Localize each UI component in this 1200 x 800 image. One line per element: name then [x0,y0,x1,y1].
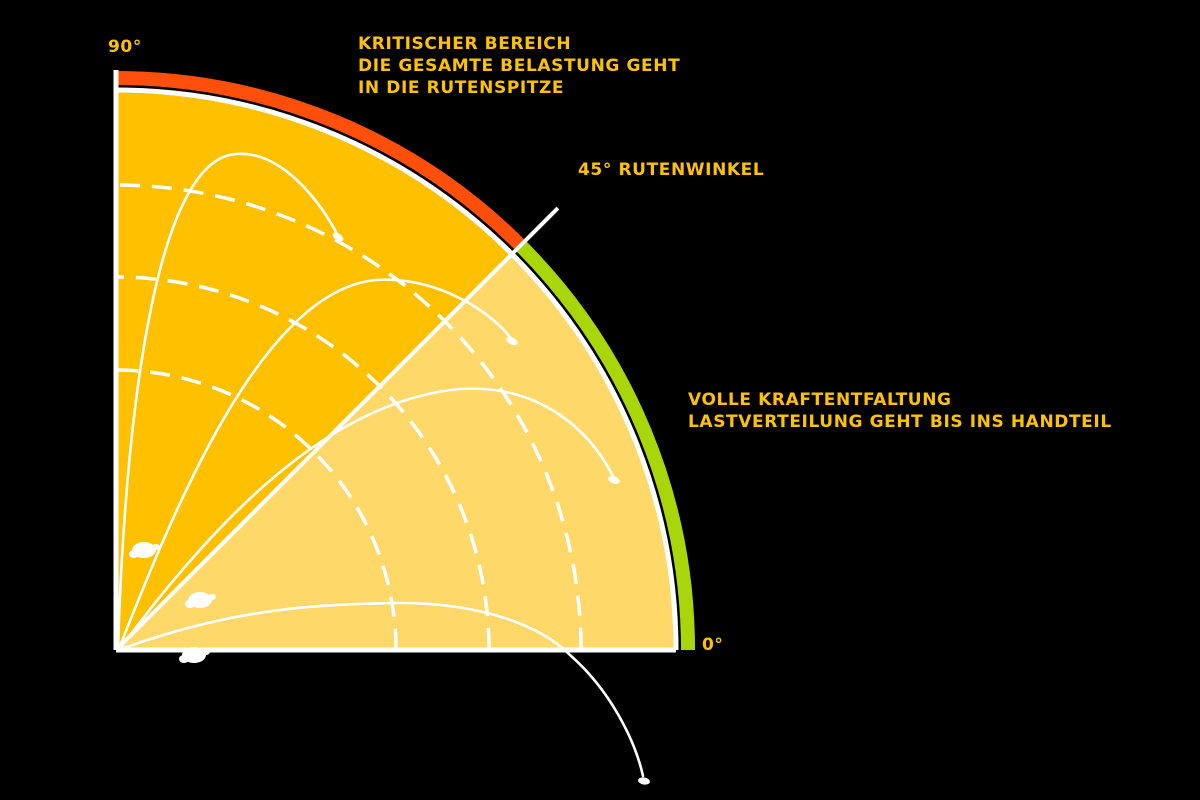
power-zone-arc [515,240,695,651]
reel-knob [208,594,216,600]
axes [113,70,676,653]
reel-icon [185,592,216,608]
angle-label-90: 90° [108,37,142,57]
lure-icon [608,476,620,484]
angle-label-0: 0° [702,635,724,655]
rod-angle-line-45 [114,206,560,652]
fishing-rod-curve-icon [120,387,616,648]
reels [129,542,216,663]
reel-handle [185,600,195,608]
rod-angle-label-45: 45° RUTENWINKEL [578,160,765,180]
reel-icon [129,542,160,558]
reel-handle [129,550,139,558]
reel-knob [202,649,210,655]
power-caption-line: LASTVERTEILUNG GEHT BIS INS HANDTEIL [688,412,1112,432]
reel-knob [152,544,160,550]
rod-curves [116,152,650,785]
power-zone-sector [116,254,676,650]
critical-caption-line: DIE GESAMTE BELASTUNG GEHT [358,56,681,76]
critical-caption-line: IN DIE RUTENSPITZE [358,78,565,98]
fishing-rod-curve-icon [116,152,340,650]
critical-zone-caption: KRITISCHER BEREICH DIE GESAMTE BELASTUNG… [358,33,680,99]
critical-caption-line: KRITISCHER BEREICH [358,34,572,54]
power-zone-caption: VOLLE KRAFTENTFALTUNG LASTVERTEILUNG GEH… [688,389,1112,433]
critical-zone-sector [116,90,512,650]
lure-icon [332,232,344,242]
fishing-rod-curve-icon [122,601,645,778]
angle-zones [116,90,676,650]
reel-icon [179,647,210,663]
power-caption-line: VOLLE KRAFTENTFALTUNG [688,390,952,410]
lure-icon [506,336,518,346]
critical-zone-arc [115,71,526,251]
fishing-rod-curve-icon [118,278,514,648]
reel-handle [179,655,189,663]
lure-icon [638,777,650,785]
